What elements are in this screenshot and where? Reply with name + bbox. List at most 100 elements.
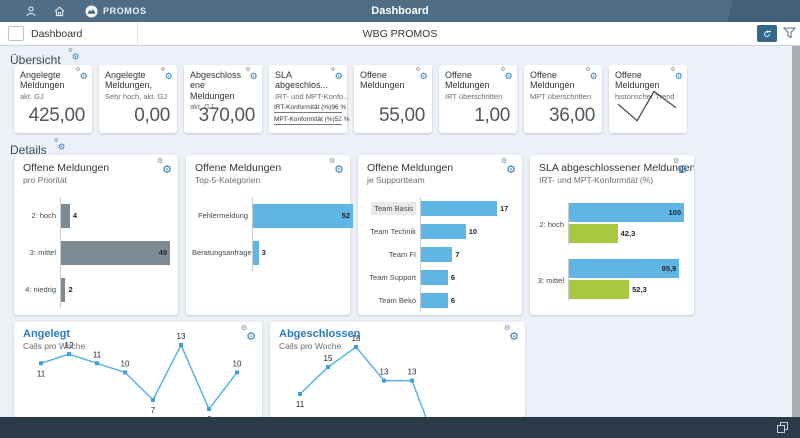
card-title: Offene Meldungen xyxy=(23,162,110,174)
menu-icon[interactable] xyxy=(8,26,24,41)
category-label: 2: hoch xyxy=(539,219,564,229)
scrollbar-thumb[interactable] xyxy=(792,46,800,417)
vertical-scrollbar[interactable] xyxy=(792,46,800,417)
bar-segment[interactable] xyxy=(421,224,466,239)
bar-segment[interactable] xyxy=(569,224,618,243)
home-icon[interactable] xyxy=(54,5,65,17)
data-point[interactable] xyxy=(235,370,239,375)
topbar: PROMOS Dashboard xyxy=(0,0,800,22)
card-title: Abgeschlossen xyxy=(279,328,361,340)
value-label: 95,9 xyxy=(661,264,677,273)
settings-icon[interactable]: ⚙ ⚙ xyxy=(501,158,516,176)
card-subtitle: Calls pro Woche xyxy=(279,341,342,351)
line-chart-angelegt: 11 12 11 10 7 13 6 10 xyxy=(37,332,242,417)
category-label: Fehlermeldung xyxy=(197,211,248,220)
kpi-tile-sla[interactable]: ⚙ ⚙ SLA abgeschlos... IRT- und MPT-Konfo.… xyxy=(269,65,350,133)
point-label: 18 xyxy=(352,334,361,343)
chart-card-kategorien[interactable]: ⚙ ⚙ Offene Meldungen Top-5-Kategorien Feh… xyxy=(186,155,353,315)
overlap-windows-icon[interactable] xyxy=(777,422,788,433)
point-label: 11 xyxy=(93,350,102,359)
bar-segment[interactable] xyxy=(61,277,66,302)
bar-chart-sla: 2: hoch 100 42,3 3: mittel 95,9 52,3 xyxy=(536,203,689,311)
data-point[interactable] xyxy=(298,392,302,396)
line-card-abgeschlossen[interactable]: 11 15 18 13 13 ⚙ ⚙ Abgeschlossen Calls pro Wo… xyxy=(270,322,525,417)
settings-icon[interactable]: ⚙ ⚙ xyxy=(53,138,65,152)
settings-icon[interactable]: ⚙ ⚙ xyxy=(330,66,343,82)
bar-segment[interactable] xyxy=(253,240,259,265)
tile-value: 0,00 xyxy=(134,105,170,126)
bar-segment[interactable] xyxy=(421,293,448,308)
user-icon[interactable] xyxy=(26,5,36,17)
tab-dashboard[interactable]: Dashboard xyxy=(31,28,83,40)
bar-segment[interactable]: 95,9 xyxy=(569,259,680,278)
bar-segment[interactable]: 100 xyxy=(569,203,684,222)
settings-icon[interactable]: ⚙ ⚙ xyxy=(67,48,79,62)
refresh-button[interactable] xyxy=(757,25,777,42)
bar-segment[interactable] xyxy=(569,280,630,299)
data-point[interactable] xyxy=(123,370,127,375)
data-point[interactable] xyxy=(39,361,43,366)
bar-segment[interactable]: 49 xyxy=(61,240,170,265)
value-label: 7 xyxy=(455,250,460,259)
settings-icon[interactable]: ⚙ ⚙ xyxy=(75,66,88,82)
tile-subtitle: MPT überschritten xyxy=(530,91,592,101)
value-label: 3 xyxy=(261,248,266,257)
bar-segment[interactable] xyxy=(421,201,497,216)
settings-icon[interactable]: ⚙ ⚙ xyxy=(245,66,258,82)
chart-row: Team Support 6 xyxy=(364,266,517,289)
settings-icon[interactable]: ⚙ ⚙ xyxy=(241,325,256,343)
chart-group: 3: mittel 95,9 52,3 xyxy=(536,259,689,301)
card-subtitle: je Supportteam xyxy=(367,175,425,185)
point-label: 6 xyxy=(207,415,212,417)
bar-segment[interactable]: 52 xyxy=(253,203,353,228)
chart-row: Beratungsanfrage 3 xyxy=(192,234,345,271)
card-title: SLA abgeschlossener Meldungen xyxy=(539,162,694,174)
chart-card-prioritaet[interactable]: ⚙ ⚙ Offene Meldungen pro Priorität 2: hoc… xyxy=(14,155,178,315)
kpi-tile-offene[interactable]: ⚙ ⚙ Offene Meldungen 55,00 xyxy=(354,65,432,133)
kpi-tile-offene-trend[interactable]: ⚙ ⚙ Offene Meldungen historischer Trend xyxy=(609,65,687,133)
kpi-row-label: MPT-Konformität (%) xyxy=(274,115,335,123)
settings-icon[interactable]: ⚙ ⚙ xyxy=(500,66,513,82)
settings-icon[interactable]: ⚙ ⚙ xyxy=(415,66,428,82)
kpi-tile-angelegte-sehr-hoch[interactable]: ⚙ ⚙ Angelegte Meldungen, Sehr hoch, akt. … xyxy=(99,65,177,133)
bar-segment[interactable] xyxy=(61,203,70,228)
line-card-angelegt[interactable]: 11 12 11 10 7 13 6 10 ⚙⚙ Angelegt Calls pro Woc… xyxy=(14,322,262,417)
kpi-tile-angelegte[interactable]: ⚙ ⚙ Angelegte Meldungen akt. GJ 425,00 xyxy=(14,65,92,133)
point-label: 13 xyxy=(177,332,186,341)
data-point[interactable] xyxy=(151,397,155,402)
kpi-tile-abgeschlossene[interactable]: ⚙ ⚙ Abgeschlossene Meldungen akt. GJ 370,… xyxy=(184,65,262,133)
settings-icon[interactable]: ⚙ ⚙ xyxy=(673,158,688,176)
settings-icon[interactable]: ⚙ ⚙ xyxy=(329,158,344,176)
value-label: 6 xyxy=(450,296,455,305)
data-point[interactable] xyxy=(179,343,183,347)
data-point[interactable] xyxy=(67,352,71,357)
settings-icon[interactable]: ⚙ ⚙ xyxy=(160,66,173,82)
data-point[interactable] xyxy=(95,361,99,366)
settings-icon[interactable]: ⚙ ⚙ xyxy=(670,66,683,82)
tile-title: Offene Meldungen xyxy=(445,70,490,91)
data-point[interactable] xyxy=(354,345,358,349)
card-title: Offene Meldungen xyxy=(195,162,282,174)
kpi-tile-offene-mpt[interactable]: ⚙ ⚙ Offene Meldungen MPT überschritten 36… xyxy=(524,65,602,133)
data-point[interactable] xyxy=(410,378,414,383)
data-point[interactable] xyxy=(382,378,386,383)
data-point[interactable] xyxy=(326,365,330,370)
chart-card-supportteam[interactable]: ⚙ ⚙ Offene Meldungen je Supportteam Team … xyxy=(358,155,522,315)
settings-icon[interactable]: ⚙ ⚙ xyxy=(585,66,598,82)
kpi-tile-offene-irt[interactable]: ⚙ ⚙ Offene Meldungen IRT überschritten 1,… xyxy=(439,65,517,133)
shell-title: WBG PROMOS xyxy=(362,28,438,40)
bar-chart-supportteam: Team Basis 17 Team Technik 10 Team FI 7 Team S… xyxy=(364,197,517,312)
settings-icon[interactable]: ⚙ ⚙ xyxy=(504,325,519,343)
tile-subtitle: Sehr hoch, akt. GJ xyxy=(105,91,168,101)
section-details-label: Details xyxy=(10,143,47,157)
chart-row: 4: niedrig 2 xyxy=(20,271,173,308)
settings-icon[interactable]: ⚙ ⚙ xyxy=(157,158,172,176)
chart-card-sla[interactable]: ⚙ ⚙ SLA abgeschlossener Meldungen IRT- un… xyxy=(530,155,694,315)
tile-title: Angelegte Meldungen, xyxy=(105,70,153,91)
bar-segment[interactable] xyxy=(421,247,453,262)
section-details: Details ⚙ ⚙ xyxy=(10,138,67,157)
data-point[interactable] xyxy=(207,407,211,411)
bar-segment[interactable] xyxy=(421,270,448,285)
chart-row: 2: hoch 4 xyxy=(20,197,173,234)
filter-button[interactable] xyxy=(782,27,797,42)
